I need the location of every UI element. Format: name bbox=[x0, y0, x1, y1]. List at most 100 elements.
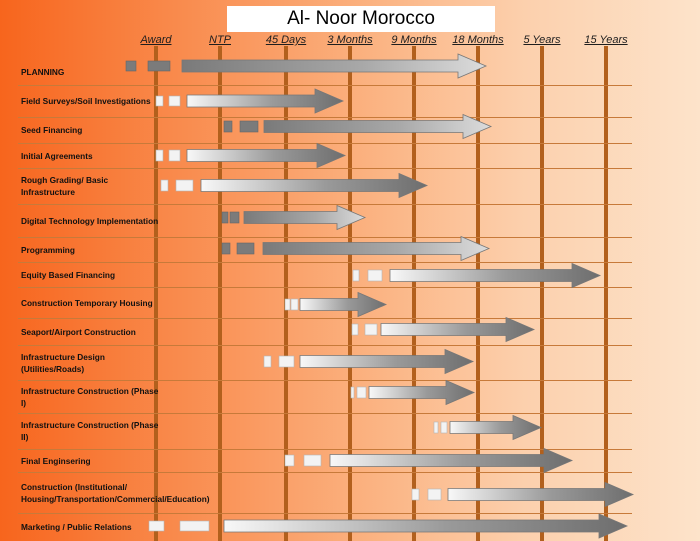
lead-block bbox=[221, 211, 229, 224]
milestone-label: NTP bbox=[209, 34, 231, 46]
duration-arrow bbox=[243, 204, 367, 231]
milestone-line bbox=[540, 46, 544, 541]
row-separator bbox=[18, 204, 632, 205]
milestone-line bbox=[348, 46, 352, 541]
lead-block bbox=[148, 520, 165, 532]
activity-bar bbox=[350, 379, 476, 406]
activity-label: Equity Based Financing bbox=[21, 270, 116, 280]
activity-bar bbox=[125, 53, 488, 79]
activity-label: Infrastructure Design (Utilities/Roads) bbox=[21, 352, 105, 374]
milestone-label: 5 Years bbox=[523, 34, 561, 46]
row-separator bbox=[18, 117, 632, 118]
lead-block bbox=[278, 355, 295, 368]
activity-bar bbox=[155, 88, 345, 114]
lead-block bbox=[155, 95, 164, 107]
lead-block bbox=[284, 298, 291, 311]
activity-bar bbox=[284, 447, 574, 474]
activity-label: Construction (Institutional/ Housing/Tra… bbox=[21, 482, 210, 504]
duration-arrow bbox=[449, 414, 543, 441]
lead-block bbox=[352, 269, 360, 282]
activity-label: Programming bbox=[21, 245, 75, 255]
lead-block bbox=[290, 298, 299, 311]
milestone-line bbox=[218, 46, 222, 541]
lead-block bbox=[263, 355, 272, 368]
lead-block bbox=[350, 386, 355, 399]
duration-arrow bbox=[223, 513, 629, 539]
activity-bar bbox=[411, 481, 635, 508]
lead-block bbox=[236, 242, 255, 255]
lead-block bbox=[427, 488, 442, 501]
milestone-line bbox=[154, 46, 158, 541]
activity-bar bbox=[155, 142, 347, 169]
activity-bar bbox=[433, 414, 543, 441]
activity-bar bbox=[284, 291, 388, 318]
duration-arrow bbox=[299, 291, 388, 318]
milestone-label: 3 Months bbox=[327, 34, 373, 46]
row-separator bbox=[18, 143, 632, 144]
milestone-label: 15 Years bbox=[584, 34, 628, 46]
lead-block bbox=[433, 421, 439, 434]
duration-arrow bbox=[368, 379, 476, 406]
duration-arrow bbox=[262, 235, 491, 262]
duration-arrow bbox=[299, 348, 475, 375]
activity-label: Infrastructure Construction (Phase II) bbox=[21, 420, 159, 442]
row-separator bbox=[18, 449, 632, 450]
activity-bar bbox=[160, 172, 429, 199]
activity-label: Final Enginsering bbox=[21, 456, 91, 466]
lead-block bbox=[356, 386, 367, 399]
activity-label: Construction Temporary Housing bbox=[21, 298, 153, 308]
lead-block bbox=[168, 149, 181, 162]
row-separator bbox=[18, 380, 632, 381]
duration-arrow bbox=[329, 447, 574, 474]
activity-bar bbox=[263, 348, 475, 375]
activity-label: Marketing / Public Relations bbox=[21, 522, 132, 532]
duration-arrow bbox=[447, 481, 635, 508]
activity-bar bbox=[221, 204, 367, 231]
lead-block bbox=[351, 323, 359, 336]
duration-arrow bbox=[389, 262, 602, 289]
milestone-line bbox=[412, 46, 416, 541]
lead-block bbox=[175, 179, 194, 192]
row-separator bbox=[18, 318, 632, 319]
lead-block bbox=[364, 323, 378, 336]
lead-block bbox=[303, 454, 322, 467]
activity-label: Rough Grading/ Basic Infrastructure bbox=[21, 175, 109, 197]
activity-bar bbox=[351, 316, 536, 343]
duration-arrow bbox=[181, 53, 488, 79]
row-separator bbox=[18, 287, 632, 288]
duration-arrow bbox=[200, 172, 429, 199]
row-separator bbox=[18, 345, 632, 346]
duration-arrow bbox=[380, 316, 536, 343]
lead-block bbox=[411, 488, 420, 501]
duration-arrow bbox=[263, 113, 493, 140]
milestone-label: 18 Months bbox=[452, 34, 504, 46]
activity-label: Infrastructure Construction (Phase I) bbox=[21, 386, 159, 408]
row-separator bbox=[18, 413, 632, 414]
milestone-line bbox=[284, 46, 288, 541]
lead-block bbox=[440, 421, 448, 434]
row-separator bbox=[18, 85, 632, 86]
lead-block bbox=[239, 120, 259, 133]
lead-block bbox=[155, 149, 164, 162]
chart-title: Al- Noor Morocco bbox=[227, 6, 495, 32]
row-separator bbox=[18, 237, 632, 238]
milestone-line bbox=[476, 46, 480, 541]
lead-block bbox=[367, 269, 383, 282]
milestone-label: 45 Days bbox=[265, 34, 307, 46]
activity-label: PLANNING bbox=[21, 67, 65, 77]
activity-label: Initial Agreements bbox=[21, 151, 93, 161]
activity-label: Seaport/Airport Construction bbox=[21, 327, 136, 337]
lead-block bbox=[160, 179, 169, 192]
row-separator bbox=[18, 168, 632, 169]
row-separator bbox=[18, 513, 632, 514]
lead-block bbox=[147, 60, 171, 72]
activity-label: Seed Financing bbox=[21, 125, 83, 135]
milestone-line bbox=[604, 46, 608, 541]
lead-block bbox=[229, 211, 240, 224]
activity-bar bbox=[148, 513, 629, 539]
milestone-label: Award bbox=[140, 34, 172, 46]
activity-label: Field Surveys/Soil Investigations bbox=[21, 96, 151, 106]
activity-label: Digital Technology Implementation bbox=[21, 216, 159, 226]
lead-block bbox=[221, 242, 231, 255]
